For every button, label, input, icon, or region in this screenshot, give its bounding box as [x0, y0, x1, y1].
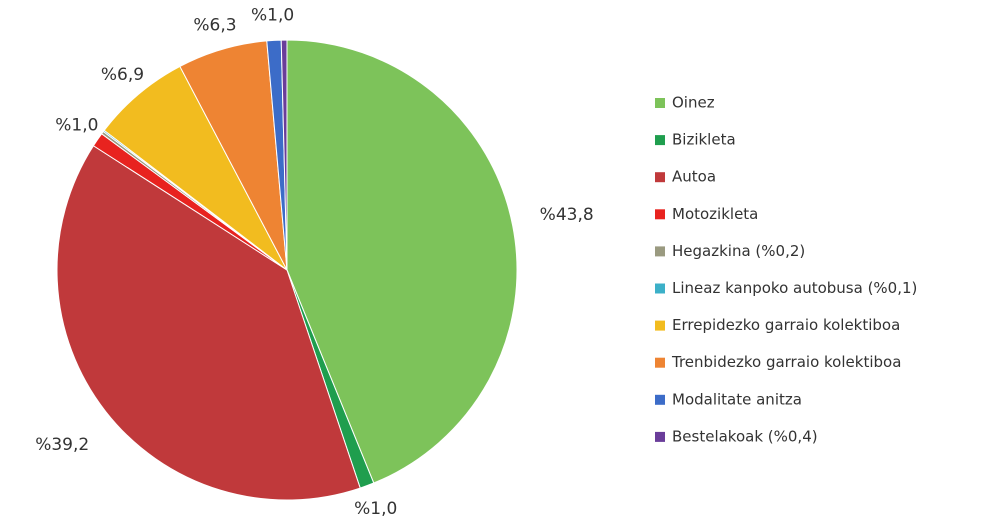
legend-label: Hegazkina (%0,2): [672, 242, 805, 260]
slice-label: %1,0: [251, 5, 294, 25]
slice-label: %6,3: [193, 15, 236, 35]
slice-label: %1,0: [55, 116, 98, 136]
legend-label: Motozikleta: [672, 205, 758, 223]
legend-label: Bestelakoak (%0,4): [672, 427, 818, 445]
slice-label: %6,9: [101, 65, 144, 85]
legend-swatch: [655, 320, 665, 331]
legend-label: Trenbidezko garraio kolektiboa: [671, 353, 901, 371]
legend-swatch: [655, 283, 665, 294]
legend-label: Oinez: [672, 94, 715, 112]
slice-label: %43,8: [540, 205, 594, 225]
legend-swatch: [655, 431, 665, 442]
legend-swatch: [655, 357, 665, 368]
legend-label: Bizikleta: [672, 131, 736, 149]
legend-swatch: [655, 172, 665, 183]
legend-label: Modalitate anitza: [672, 390, 802, 408]
legend-label: Errepidezko garraio kolektiboa: [672, 316, 900, 334]
legend-label: Lineaz kanpoko autobusa (%0,1): [672, 279, 917, 297]
slice-label: %1,0: [354, 499, 397, 519]
pie-slice: [286, 39, 518, 484]
pie-slice: [280, 39, 288, 271]
legend-swatch: [655, 394, 665, 405]
legend-swatch: [655, 135, 665, 146]
pie-slice: [56, 145, 361, 501]
legend-label: Autoa: [672, 168, 716, 186]
legend-swatch: [655, 209, 665, 220]
slice-label: %39,2: [35, 435, 89, 455]
legend-swatch: [655, 98, 665, 108]
legend-swatch: [655, 246, 665, 257]
